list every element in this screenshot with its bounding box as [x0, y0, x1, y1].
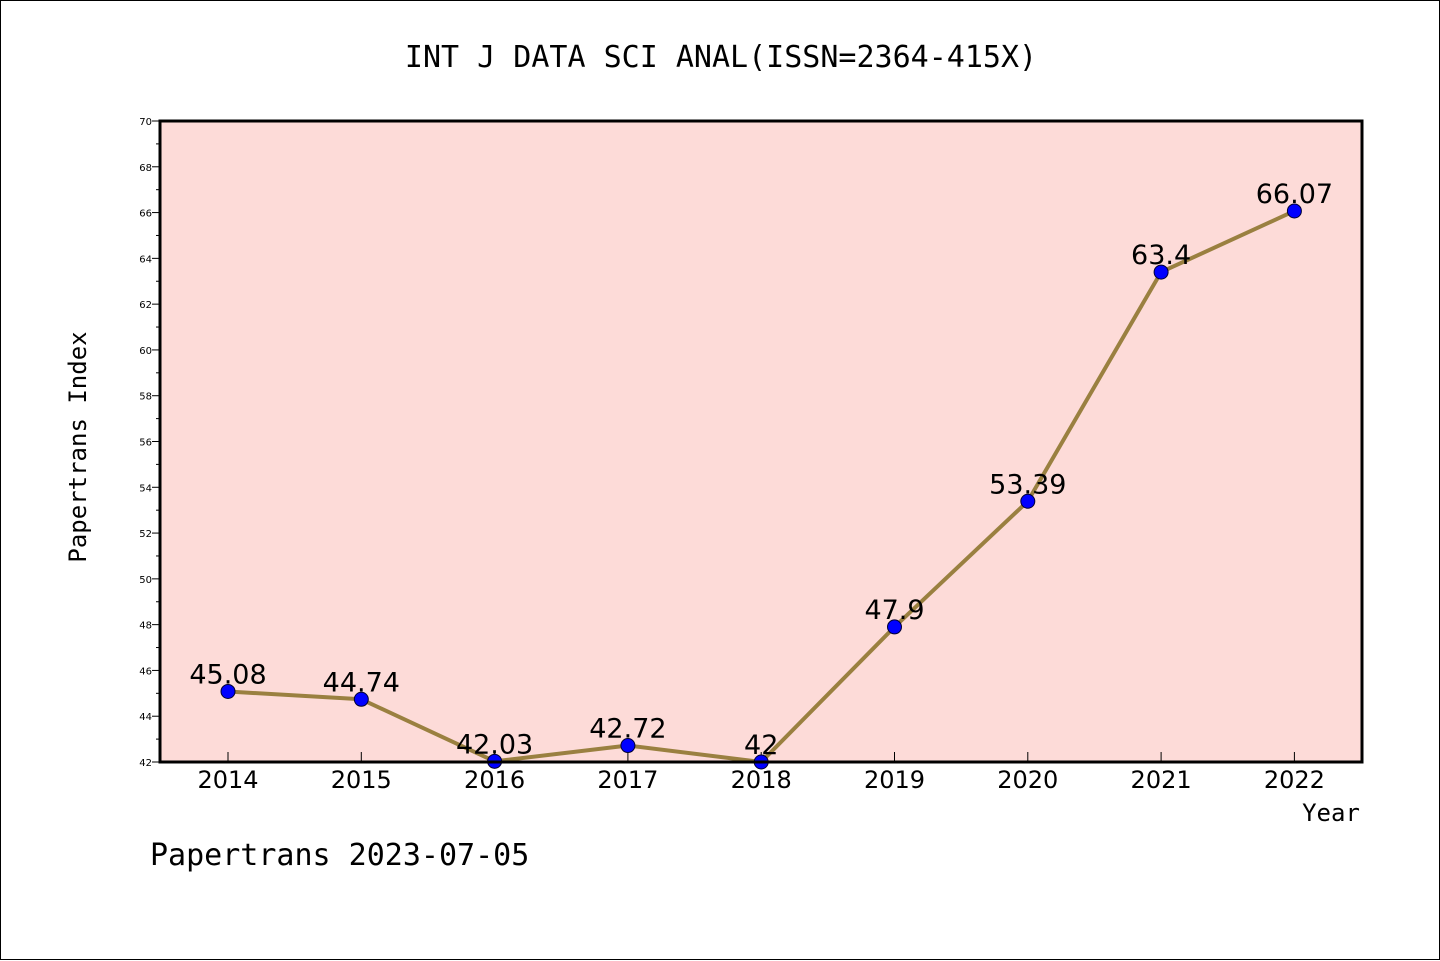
x-tick-label: 2016: [464, 766, 525, 794]
data-point: [1020, 493, 1036, 509]
y-tick-label: 44: [139, 712, 152, 723]
data-point: [1153, 264, 1169, 280]
footer-caption: Papertrans 2023-07-05: [150, 838, 529, 873]
y-tick-label: 50: [139, 575, 152, 586]
y-tick-label: 66: [139, 209, 152, 220]
x-tick-label: 2021: [1131, 766, 1192, 794]
y-tick-label: 46: [139, 666, 152, 677]
data-label: 42.72: [589, 714, 666, 745]
data-point: [1286, 203, 1302, 219]
x-tick-label: 2018: [731, 766, 792, 794]
data-label: 45.08: [189, 659, 266, 690]
chart-title: INT J DATA SCI ANAL(ISSN=2364-415X): [405, 40, 1037, 75]
plot-border: [158, 119, 1364, 764]
y-tick-label: 58: [139, 392, 152, 403]
y-tick-label: 52: [139, 529, 152, 540]
y-tick-label: 42: [139, 758, 152, 769]
y-tick-label: 68: [139, 163, 152, 174]
plot-area: [160, 121, 1362, 762]
y-tick-label: 60: [139, 346, 152, 357]
data-point: [353, 691, 369, 707]
y-axis-label: Papertrans Index: [64, 331, 92, 562]
data-label: 63.4: [1131, 240, 1191, 271]
data-label: 47.9: [864, 595, 924, 626]
data-label: 42.03: [456, 729, 533, 760]
data-point: [620, 738, 636, 754]
y-tick-label: 54: [139, 483, 152, 494]
x-tick-label: 2022: [1264, 766, 1325, 794]
data-label: 42: [744, 730, 778, 761]
y-axis-ticks: 42 44 46 48 50 52 54 56 58 60 62 64 66 68 70: [139, 117, 160, 769]
x-axis-label: Year: [1302, 799, 1360, 827]
data-label: 66.07: [1256, 179, 1333, 210]
y-tick-label: 48: [139, 621, 152, 632]
y-tick-label: 56: [139, 438, 152, 449]
y-tick-label: 64: [139, 254, 152, 265]
y-tick-label: 70: [139, 117, 152, 128]
x-tick-label: 2017: [597, 766, 658, 794]
data-point: [220, 683, 236, 699]
x-axis-ticks: 2014 2015 2016 2017 2018 2019 2020 2021 2022: [197, 752, 1325, 794]
x-tick-label: 2020: [997, 766, 1058, 794]
data-label: 44.74: [323, 667, 400, 698]
x-tick-label: 2014: [197, 766, 258, 794]
data-label: 53.39: [989, 469, 1066, 500]
x-tick-label: 2019: [864, 766, 925, 794]
y-tick-label: 62: [139, 300, 152, 311]
x-tick-label: 2015: [331, 766, 392, 794]
data-point: [887, 619, 902, 635]
